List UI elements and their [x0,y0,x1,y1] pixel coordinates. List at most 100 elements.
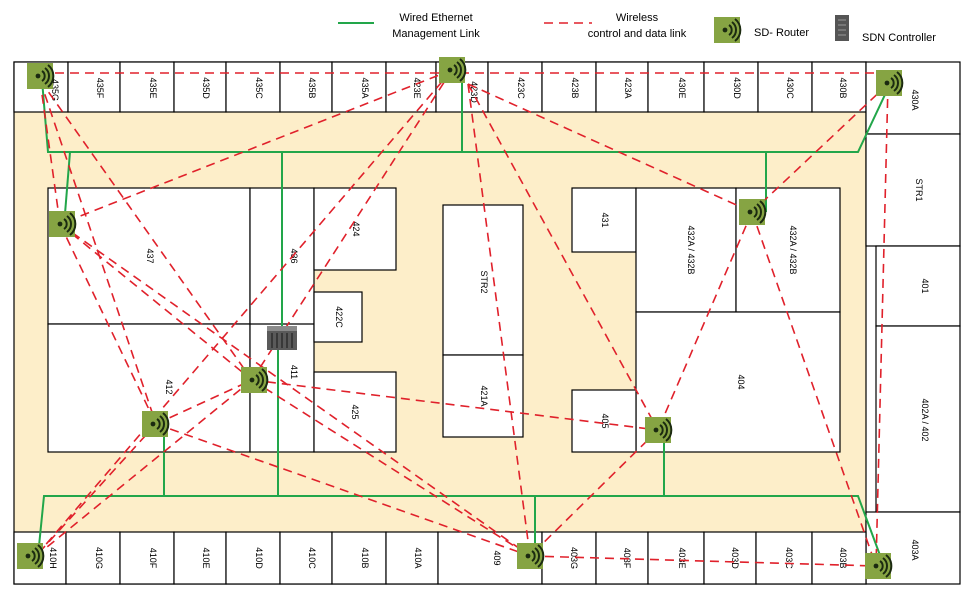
label-410d: 410D [254,547,264,569]
label-str2: STR2 [479,270,489,293]
label-437: 437 [145,248,155,263]
room-403c [755,531,813,585]
room-423c [487,61,543,113]
wifi-router-icon [713,16,742,44]
router-icon[interactable] [240,366,269,394]
label-432b: 432A / 432B [788,225,798,274]
label-435a: 435A [360,77,370,98]
router-icon[interactable] [438,56,467,84]
legend-wireless-label-2: control and data link [588,28,687,40]
room-410a [385,531,439,585]
label-430b: 430B [838,77,848,98]
room-422c [313,291,363,343]
label-402: 402A / 402 [920,398,930,441]
label-410h: 410H [48,547,58,569]
label-405: 405 [600,413,610,428]
server-icon [835,15,849,41]
label-435g: 435G [50,79,60,101]
room-str2 [442,204,524,356]
label-401: 401 [920,278,930,293]
room-424 [313,187,397,271]
room-430c [757,61,813,113]
label-403g: 403G [569,547,579,569]
label-430d: 430D [732,77,742,99]
room-435a [331,61,387,113]
label-423b: 423B [570,77,580,98]
router-icon[interactable] [875,69,904,97]
room-423e [385,61,437,113]
label-430a: 430A [910,89,920,110]
label-424: 424 [351,221,361,236]
room-labels: 435G 435F 435E 435D 435C 435B 435A 423E … [48,77,930,569]
room-432a [635,187,737,313]
label-436: 436 [289,248,299,263]
label-431: 431 [600,212,610,227]
label-403c: 403C [784,547,794,569]
router-icon[interactable] [864,552,893,580]
room-423a [595,61,649,113]
label-421a: 421A [479,385,489,406]
label-422c: 422C [334,306,344,328]
router-icon[interactable] [16,542,45,570]
legend-wired-label-1: Wired Ethernet [399,12,472,24]
label-410e: 410E [201,547,211,568]
legend-wired-label-2: Management Link [392,28,480,40]
label-435e: 435E [148,77,158,98]
room-430b [811,61,867,113]
label-423e: 423E [412,77,422,98]
wireless-links [35,69,890,567]
label-423c: 423C [516,77,526,99]
label-412: 412 [164,379,174,394]
label-430c: 430C [785,77,795,99]
label-435f: 435F [95,78,105,99]
room-437 [47,187,251,325]
label-410f: 410F [148,548,158,569]
room-435b [279,61,333,113]
label-410a: 410A [413,547,423,568]
label-423a: 423A [623,77,633,98]
room-403b [811,531,867,585]
label-403a: 403A [910,539,920,560]
room-431 [571,187,637,253]
label-410g: 410G [94,547,104,569]
center-block [442,204,524,438]
legend-router-label: SD- Router [754,27,809,39]
label-435d: 435D [201,77,211,99]
label-403e: 403E [677,547,687,568]
label-410b: 410B [360,547,370,568]
router-icon[interactable] [141,410,170,438]
router-icon[interactable] [26,62,55,90]
label-435b: 435B [307,77,317,98]
bottom-room-row [13,531,867,585]
router-icon[interactable] [644,416,673,444]
label-403d: 403D [730,547,740,569]
right-room-column [865,61,961,585]
label-410c: 410C [307,547,317,569]
room-421a [442,354,524,438]
router-icon[interactable] [738,198,767,226]
label-411: 411 [289,365,299,379]
room-435f [67,61,121,113]
legend: Wired Ethernet Management Link Wireless … [338,12,936,44]
room-435c [225,61,281,113]
legend-controller-label: SDN Controller [862,32,936,44]
room-430d [703,61,759,113]
label-409: 409 [492,550,502,565]
label-str1: STR1 [914,178,924,201]
room-430e [647,61,705,113]
room-410c [279,531,333,585]
label-423d: 423D [469,81,479,103]
label-430e: 430E [677,77,687,98]
room-425 [313,371,397,453]
room-410b [331,531,387,585]
sdn-controller-server-icon[interactable] [266,325,298,351]
label-404: 404 [736,374,746,389]
label-435c: 435C [254,77,264,99]
room-410d [225,531,281,585]
room-403d [703,531,757,585]
room-410f [119,531,175,585]
router-icon[interactable] [516,542,545,570]
router-icon[interactable] [48,210,77,238]
